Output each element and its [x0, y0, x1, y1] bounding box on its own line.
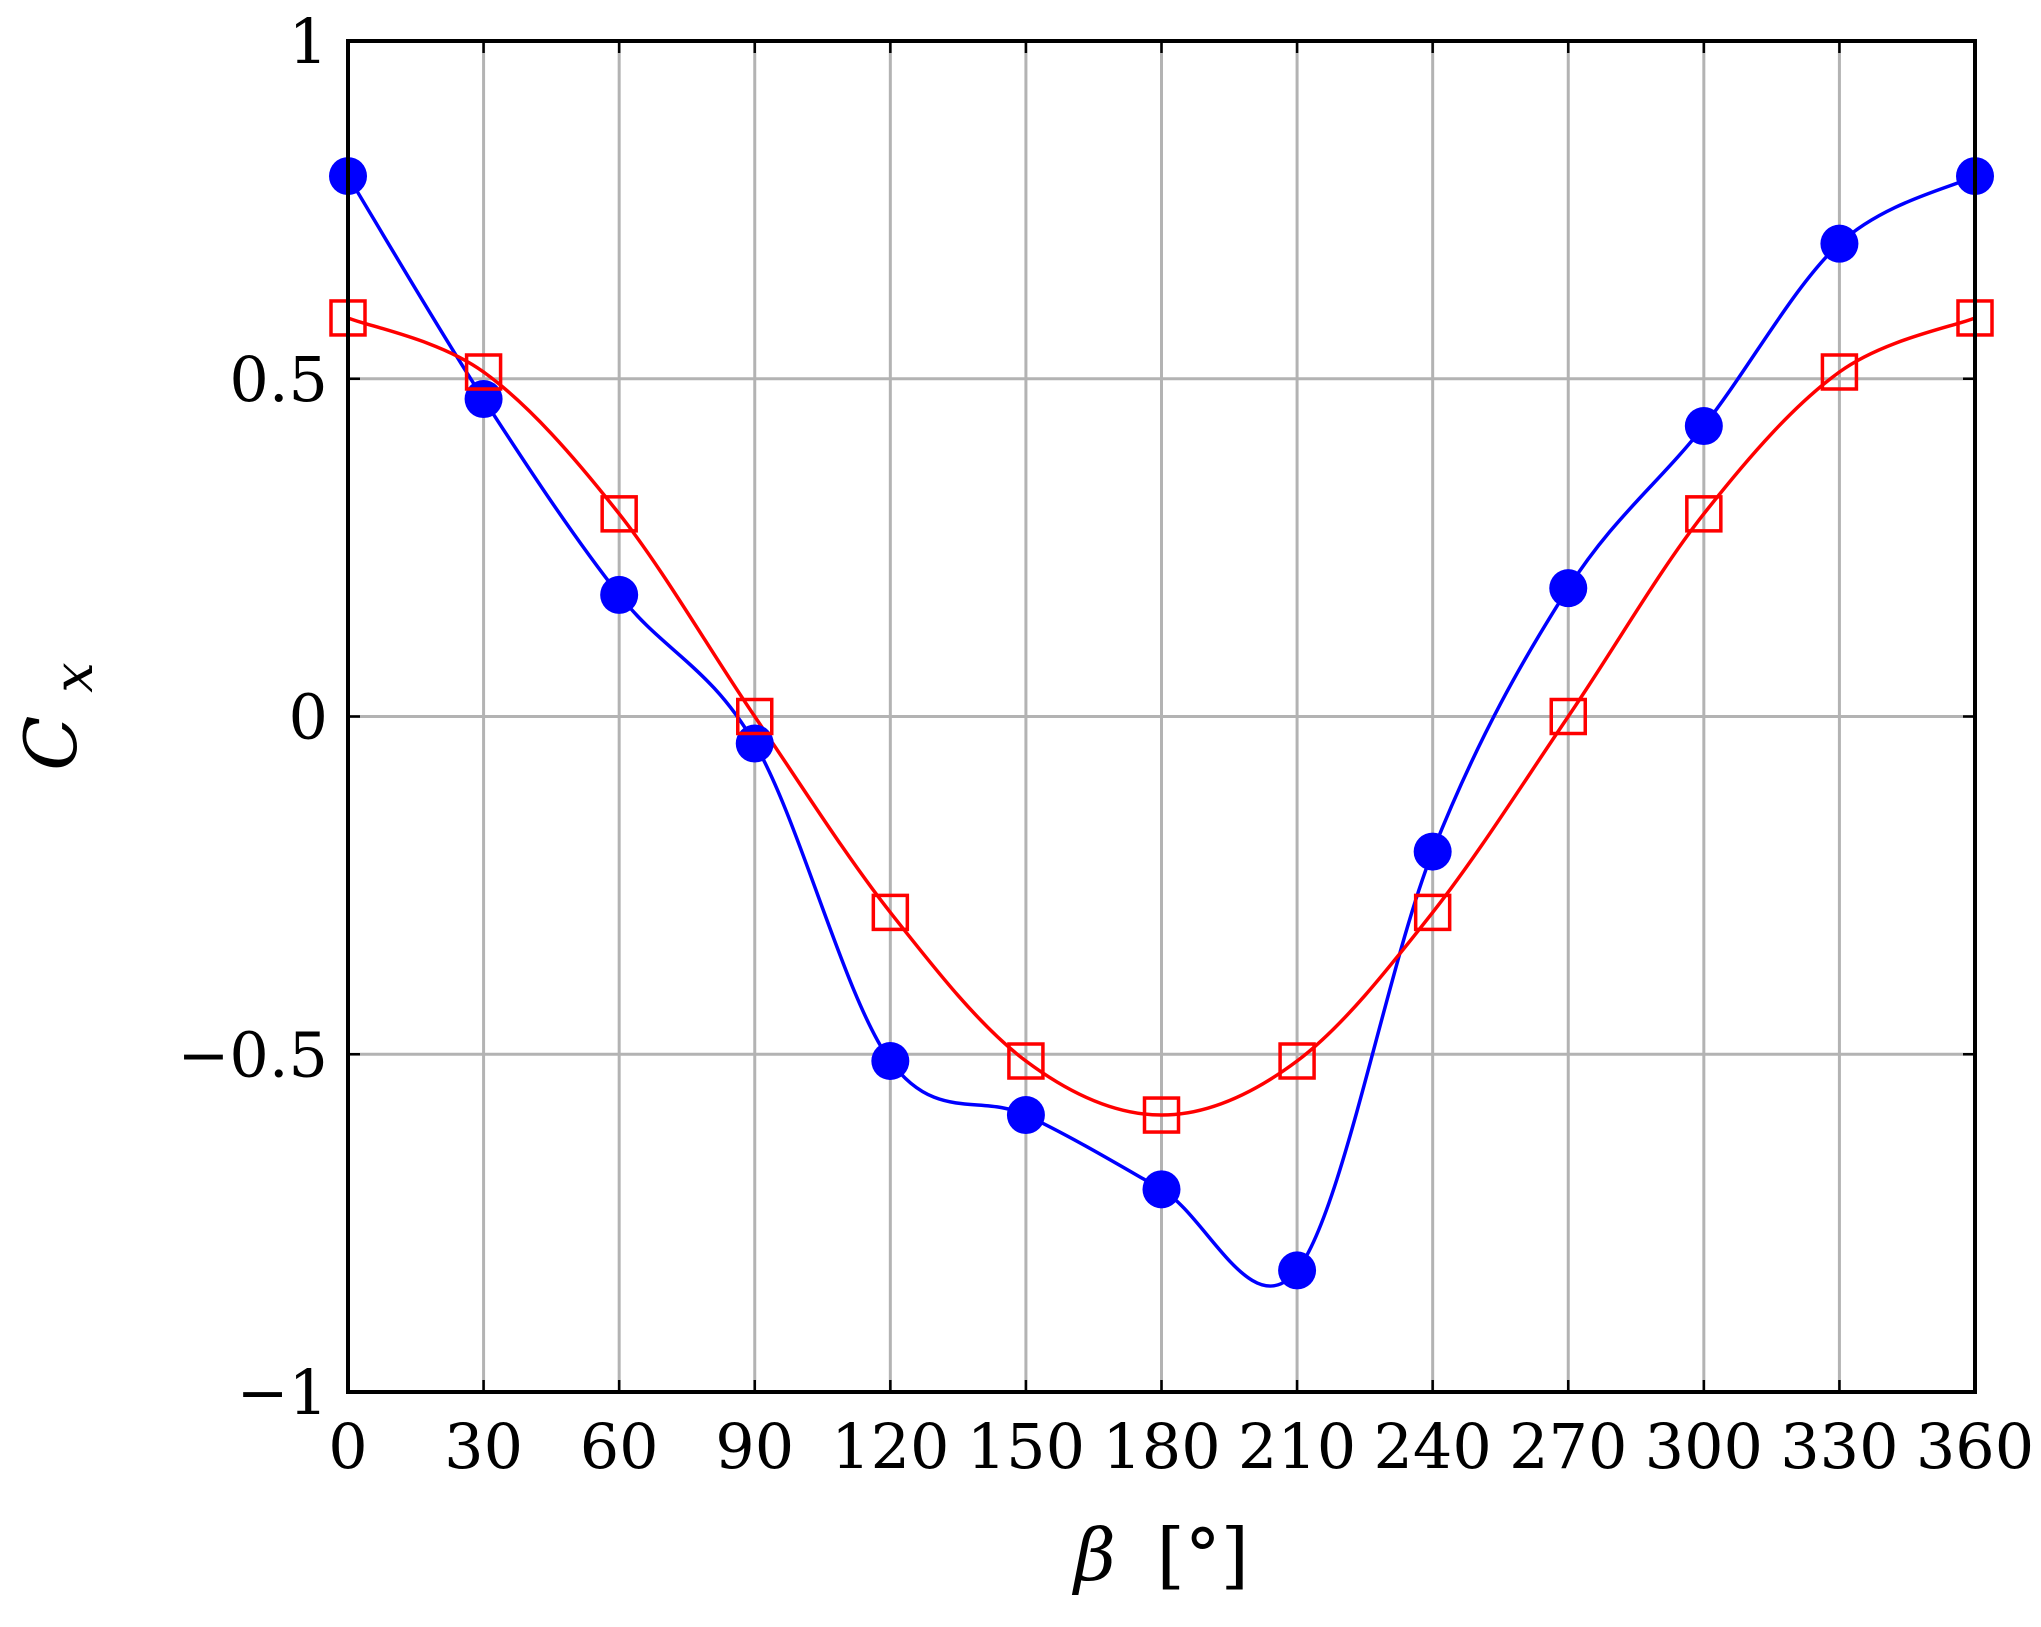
data-point-circle: [871, 1042, 910, 1081]
x-tick-label: 210: [1238, 1410, 1356, 1483]
data-point-square: [871, 893, 910, 932]
x-tick-labels: 0 30 60 90 120 150 180 210 240 270 300 330 360: [328, 1410, 2034, 1483]
data-point-square: [736, 697, 774, 736]
y-axis-subscript: x: [42, 662, 105, 692]
data-point-circle: [1413, 832, 1452, 871]
data-point-circle: [1684, 407, 1723, 446]
series-line-2: [347, 316, 1976, 1117]
y-tick-label: −1: [237, 1356, 328, 1429]
x-tick-label: 0: [328, 1410, 367, 1483]
y-tick-label: −0.5: [177, 1018, 328, 1091]
y-tick-label: 0.5: [229, 343, 328, 416]
data-point-circle: [735, 724, 774, 763]
y-tick-labels: −1 −0.5 0 0.5 1: [177, 5, 328, 1429]
data-point-square: [1820, 353, 1859, 391]
x-tick-label: 330: [1780, 1410, 1898, 1483]
data-point-circle: [1142, 1170, 1181, 1209]
y-tick-label: 1: [289, 5, 328, 78]
x-tick-label: 60: [580, 1410, 659, 1483]
data-point-square: [1413, 893, 1452, 932]
data-point-square: [1278, 1042, 1316, 1080]
data-point-square: [600, 495, 638, 533]
x-tick-label: 30: [444, 1410, 523, 1483]
data-point-square: [1142, 1096, 1181, 1134]
data-point-circle: [1006, 1096, 1045, 1135]
x-axis-unit: [°]: [1157, 1513, 1249, 1597]
x-tick-label: 180: [1102, 1410, 1220, 1483]
x-axis-title: β [°]: [1071, 1513, 1249, 1597]
x-axis-symbol: β: [1071, 1513, 1116, 1597]
data-point-circle: [1549, 569, 1588, 608]
data-point-circle: [1820, 224, 1859, 263]
y-axis-title: C x: [9, 662, 105, 770]
data-point-circle: [1278, 1251, 1317, 1290]
data-point-circle: [600, 575, 639, 614]
data-point-circle: [464, 380, 503, 419]
x-tick-label: 90: [715, 1410, 794, 1483]
data-point-square: [1685, 495, 1723, 533]
y-axis-symbol: C: [9, 716, 93, 771]
data-point-square: [1549, 697, 1587, 736]
x-tick-label: 270: [1509, 1410, 1627, 1483]
y-tick-label: 0: [289, 681, 328, 754]
x-tick-label: 360: [1916, 1410, 2034, 1483]
x-tick-label: 120: [831, 1410, 949, 1483]
data-point-square: [1007, 1042, 1045, 1080]
data-point-square: [464, 353, 503, 391]
plot-frame: [346, 39, 1977, 1394]
x-tick-label: 240: [1373, 1410, 1491, 1483]
x-tick-label: 300: [1645, 1410, 1763, 1483]
x-tick-label: 150: [967, 1410, 1085, 1483]
